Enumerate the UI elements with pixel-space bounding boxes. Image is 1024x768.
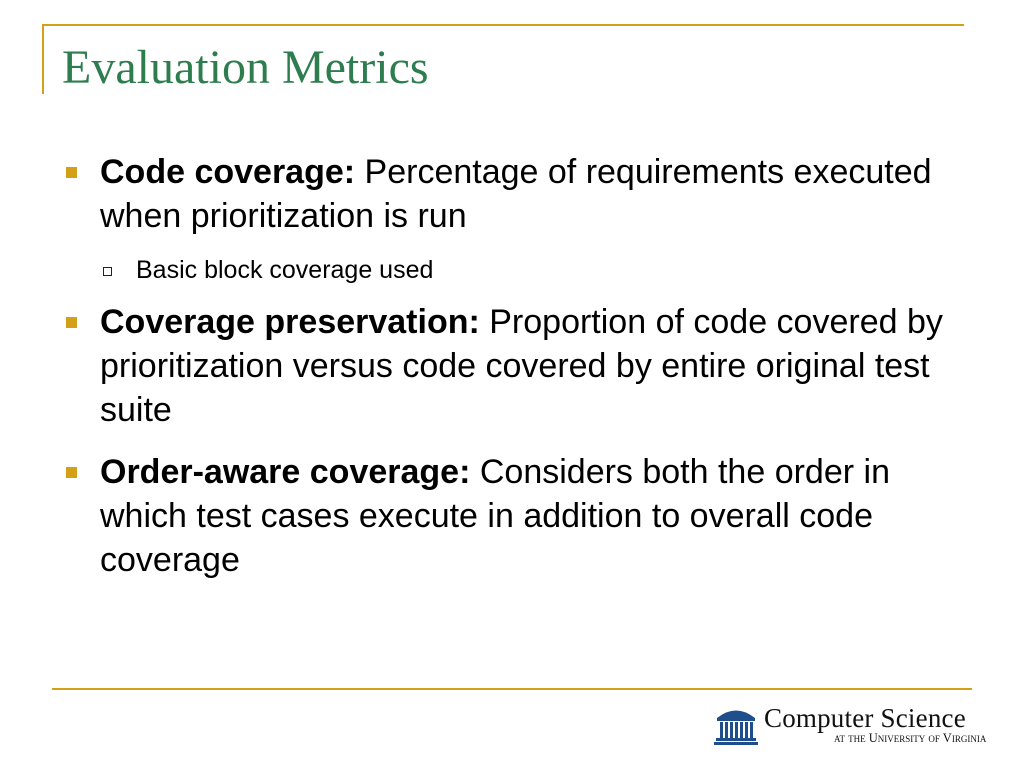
bullet-coverage-preservation: Coverage preservation: Proportion of cod… — [62, 300, 972, 432]
bullet-text: Proportion of code covered by prioritiza… — [100, 303, 943, 429]
bullet-term: Order-aware coverage: — [100, 453, 471, 491]
subbullet-basic-block: Basic block coverage used — [62, 252, 972, 288]
hollow-square-bullet-icon — [103, 267, 112, 276]
square-bullet-icon — [66, 467, 77, 478]
square-bullet-icon — [66, 317, 77, 328]
bullet-term: Code coverage: — [100, 153, 356, 191]
logo-university-name: at the University of Virginia — [834, 731, 987, 745]
bullet-text: Percentage of requirements executed when… — [100, 153, 932, 235]
title-frame-left-rule — [42, 24, 44, 94]
bullet-code-coverage: Code coverage: Percentage of requirement… — [62, 150, 972, 238]
bullet-term: Coverage preservation: — [100, 303, 480, 341]
slide-content: Code coverage: Percentage of requirement… — [62, 150, 972, 582]
rotunda-icon — [714, 710, 758, 745]
logo-department-name: Computer Science — [764, 703, 966, 733]
square-bullet-icon — [66, 167, 77, 178]
department-logo: Computer Science at the University of Vi… — [714, 701, 996, 749]
title-frame-top-rule — [42, 24, 964, 26]
bullet-text: Considers both the order in which test c… — [100, 453, 890, 579]
subbullet-text: Basic block coverage used — [136, 256, 434, 284]
footer-rule — [52, 688, 972, 690]
slide-title: Evaluation Metrics — [62, 41, 429, 94]
bullet-order-aware-coverage: Order-aware coverage: Considers both the… — [62, 450, 972, 582]
